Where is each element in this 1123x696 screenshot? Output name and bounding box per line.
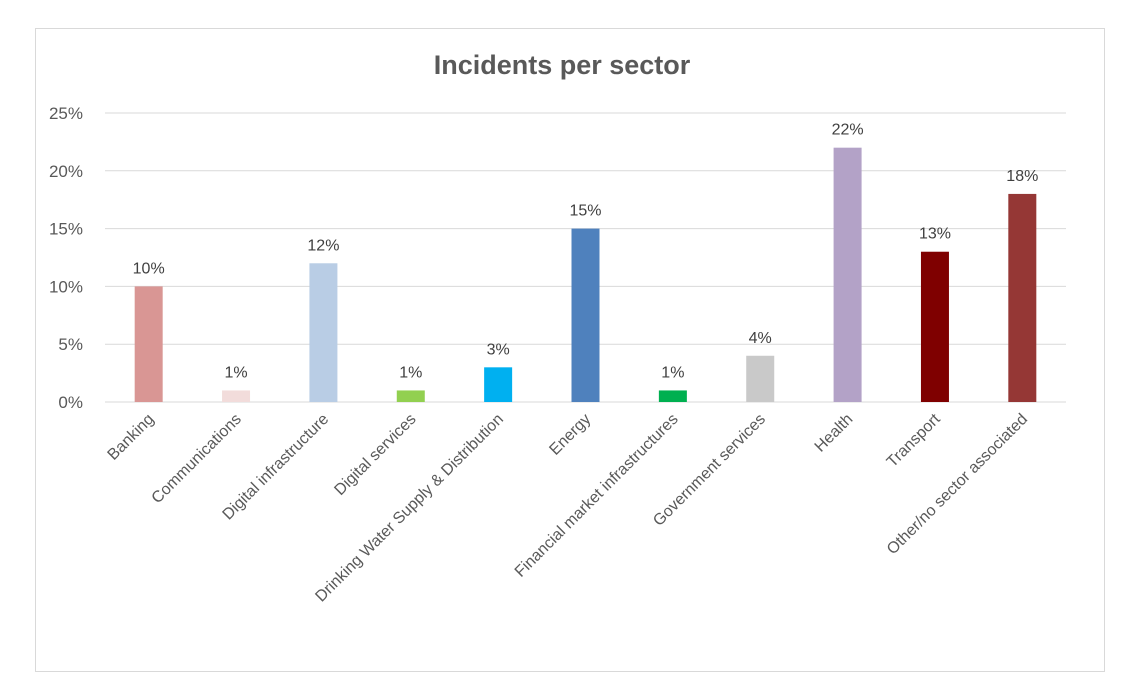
bar (658, 390, 687, 402)
category-label: Communications (149, 411, 245, 507)
data-label: 4% (749, 330, 772, 347)
category-label: Digital services (332, 411, 420, 499)
category-label: Other/no sector associated (884, 411, 1031, 558)
chart-title: Incidents per sector (434, 50, 691, 80)
data-label: 1% (224, 364, 247, 381)
bar (134, 286, 163, 402)
category-label: Transport (884, 410, 944, 470)
bar (920, 251, 949, 402)
bar (746, 355, 775, 402)
bar (571, 228, 600, 402)
bar (1008, 193, 1037, 402)
data-label: 10% (133, 260, 165, 277)
y-tick-label: 15% (49, 220, 83, 239)
data-label: 15% (569, 203, 601, 220)
data-label: 18% (1006, 168, 1038, 185)
y-tick-label: 0% (58, 393, 83, 412)
category-label: Health (812, 411, 857, 456)
data-label: 1% (399, 364, 422, 381)
gridlines (105, 112, 1066, 403)
category-label: Drinking Water Supply & Distribution (312, 411, 507, 606)
bar (222, 390, 251, 402)
category-label: Banking (105, 411, 158, 464)
bar (833, 147, 862, 402)
category-label: Financial market infrastructures (512, 411, 682, 581)
bars (134, 147, 1037, 402)
y-tick-label: 25% (49, 104, 83, 123)
bar (484, 367, 513, 402)
bar (396, 390, 425, 402)
y-tick-label: 20% (49, 162, 83, 181)
data-label: 1% (661, 364, 684, 381)
data-label: 13% (919, 226, 951, 243)
data-label: 22% (832, 122, 864, 139)
bar (309, 263, 338, 402)
data-labels: 10% 1% 12% 1% 3% 15% 1% 4% 22% 13% 18% (133, 122, 1039, 382)
y-tick-label: 10% (49, 277, 83, 296)
y-axis: 0% 5% 10% 15% 20% 25% (49, 104, 83, 412)
data-label: 3% (487, 341, 510, 358)
y-tick-label: 5% (58, 335, 83, 354)
category-label: Energy (546, 411, 594, 459)
data-label: 12% (307, 237, 339, 254)
